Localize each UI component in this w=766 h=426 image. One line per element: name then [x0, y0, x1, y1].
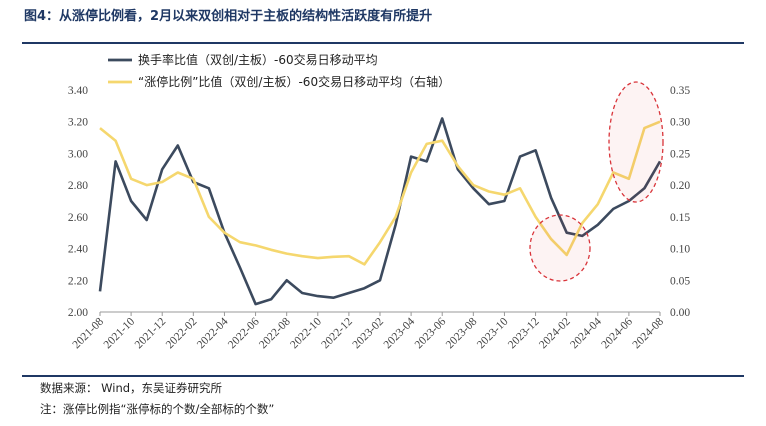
y-left-tick-label: 2.40 [68, 244, 88, 256]
y-right-tick-label: 0.10 [670, 244, 690, 256]
y-right-tick-label: 0.15 [670, 212, 690, 224]
y-right-tick-label: 0.00 [670, 307, 690, 319]
legend-label-turnover: 换手率比值（双创/主板）-60交易日移动平均 [138, 52, 378, 67]
figure-title: 图4：从涨停比例看，2月以来双创相对于主板的结构性活跃度有所提升 [24, 9, 433, 24]
chart-ticks: 2.00 2.20 2.40 2.60 2.80 3.00 3.20 3.40 0.00 0.05… [68, 85, 691, 351]
x-tick-label: 2021-12 [133, 315, 169, 351]
y-right-tick-label: 0.35 [670, 85, 690, 97]
turnover-ratio-line [98, 117, 662, 306]
chart-legend: 换手率比值（双创/主板）-60交易日移动平均 “涨停比例”比值（双创/主板）-60… [108, 52, 450, 89]
y-left-tick-label: 2.20 [68, 275, 88, 287]
x-tick-label: 2022-10 [288, 315, 324, 351]
y-left-tick-label: 2.60 [68, 212, 88, 224]
source-rule [22, 375, 744, 377]
legend-label-limitup: “涨停比例”比值（双创/主板）-60交易日移动平均（右轴） [138, 74, 450, 89]
x-tick-label: 2024-04 [568, 315, 604, 351]
y-right-tick-label: 0.20 [670, 180, 690, 192]
x-tick-label: 2021-10 [102, 315, 138, 351]
y-left-tick-label: 3.40 [68, 85, 88, 97]
x-tick-label: 2022-06 [226, 315, 262, 351]
limitup-ratio-line [99, 120, 661, 266]
x-tick-label: 2024-02 [537, 315, 573, 351]
chart-lines [98, 117, 662, 306]
definition-note: 注：涨停比例指“涨停标的个数/全部标的个数” [40, 402, 275, 416]
x-tick-label: 2022-02 [164, 315, 200, 351]
x-tick-label: 2021-08 [71, 315, 107, 351]
x-tick-label: 2023-02 [351, 315, 387, 351]
x-tick-label: 2023-08 [444, 315, 480, 351]
source-note: 数据来源： Wind，东吴证券研究所 [40, 381, 223, 395]
y-right-tick-label: 0.25 [670, 148, 690, 160]
x-tick-label: 2024-08 [631, 315, 667, 351]
highlight-ellipse-2024-02 [529, 214, 591, 282]
x-tick-label: 2023-10 [475, 315, 511, 351]
y-right-tick-label: 0.30 [670, 117, 690, 129]
x-tick-label: 2023-06 [413, 315, 449, 351]
y-left-tick-label: 2.80 [68, 180, 88, 192]
x-tick-label: 2022-12 [319, 315, 355, 351]
x-tick-label: 2022-08 [257, 315, 293, 351]
y-left-tick-label: 2.00 [68, 307, 88, 319]
y-left-tick-label: 3.00 [68, 148, 88, 160]
title-rule [22, 42, 744, 44]
x-tick-label: 2024-06 [599, 315, 635, 351]
x-tick-label: 2022-04 [195, 315, 231, 351]
x-tick-label: 2023-04 [382, 315, 418, 351]
highlight-ellipse-2024-07 [608, 81, 664, 203]
x-tick-label: 2023-12 [506, 315, 542, 351]
y-right-tick-label: 0.05 [670, 275, 690, 287]
chart-highlights [529, 81, 664, 282]
y-left-tick-label: 3.20 [68, 117, 88, 129]
